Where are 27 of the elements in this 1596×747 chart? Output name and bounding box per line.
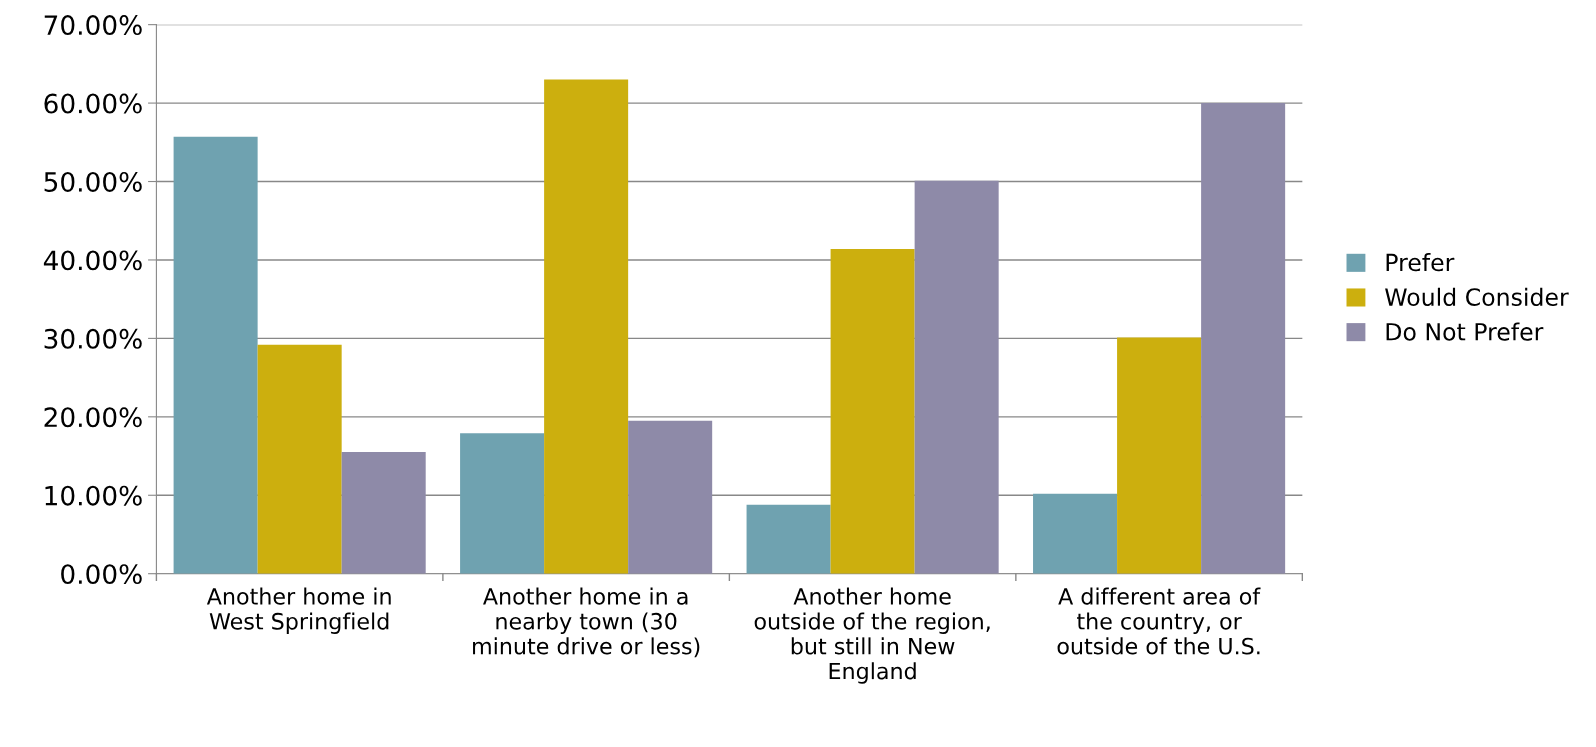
- x-tick-label: Another home in West Springfield: [206, 587, 391, 634]
- bar: [746, 504, 831, 574]
- y-tick-label: 40.00%: [43, 250, 142, 271]
- bar: [460, 433, 545, 574]
- bar: [341, 452, 426, 574]
- x-tick-label: Another home in a nearby town (30 minute drive or less): [473, 587, 700, 658]
- y-tick-label: 60.00%: [44, 93, 142, 114]
- bar: [257, 344, 342, 574]
- legend-label: Do Not Prefer: [1386, 322, 1544, 341]
- bar: [173, 136, 258, 574]
- y-tick-label: 50.00%: [44, 171, 142, 192]
- x-tick-label: A different area of the country, or outside of the U.S.: [1057, 587, 1261, 655]
- y-tick-label: 70.00%: [44, 15, 142, 36]
- legend-label: Would Consider: [1385, 287, 1569, 307]
- bar: [1201, 103, 1286, 574]
- y-tick-label: 30.00%: [44, 328, 142, 349]
- bar: [628, 420, 713, 574]
- y-tick-label: 20.00%: [44, 407, 142, 428]
- bar: [830, 248, 915, 574]
- y-tick-label: 10.00%: [45, 485, 142, 506]
- bar: [914, 180, 999, 574]
- legend-label: Prefer: [1386, 253, 1455, 272]
- x-tick-label: Another home outside of the region, but still in New England: [754, 587, 990, 684]
- bar: [1117, 337, 1202, 574]
- y-tick-label: 0.00%: [61, 564, 142, 585]
- bar: [544, 79, 629, 574]
- bar: [1033, 493, 1118, 574]
